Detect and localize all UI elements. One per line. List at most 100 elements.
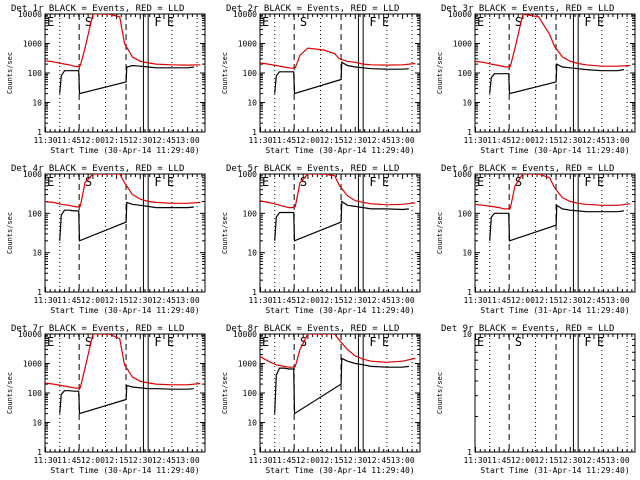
- series-line-events: [489, 63, 625, 95]
- x-tick-label: 11:30: [248, 296, 272, 305]
- x-tick-label: 12:45: [367, 136, 391, 145]
- phase-marker-label: S: [300, 15, 307, 29]
- y-axis-label: Counts/sec: [6, 372, 14, 414]
- y-tick-label: 10000: [233, 330, 257, 339]
- x-tick-label: 13:00: [391, 456, 415, 465]
- phase-marker-label: E: [382, 335, 389, 349]
- x-tick-label: 12:00: [296, 136, 320, 145]
- phase-marker-label: S: [515, 335, 522, 349]
- series-line-lld: [260, 174, 416, 209]
- x-tick-label: 11:45: [57, 456, 81, 465]
- phase-marker-label: E: [262, 175, 269, 189]
- x-tick-label: 12:00: [81, 456, 105, 465]
- x-tick-label: 13:00: [606, 456, 630, 465]
- x-tick-label: 12:00: [296, 456, 320, 465]
- y-axis-label: Counts/sec: [436, 212, 444, 254]
- x-tick-label: 11:30: [463, 456, 487, 465]
- y-tick-label: 10: [247, 249, 257, 258]
- series-line-lld: [475, 174, 631, 210]
- x-tick-label: 13:00: [176, 456, 200, 465]
- phase-marker-label: E: [477, 335, 484, 349]
- panel-title: Det 8r BLACK = Events, RED = LLD: [226, 324, 399, 334]
- panel-title: Det 7r BLACK = Events, RED = LLD: [11, 324, 184, 334]
- series-line-events: [274, 61, 409, 95]
- x-tick-label: 12:15: [535, 456, 559, 465]
- y-axis-label: Counts/sec: [221, 212, 229, 254]
- y-tick-label: 100: [28, 389, 43, 398]
- phase-marker-label: S: [515, 175, 522, 189]
- x-tick-label: 12:15: [105, 296, 129, 305]
- series-line-lld: [260, 47, 416, 69]
- x-tick-label: 12:00: [511, 456, 535, 465]
- y-tick-label: 10: [247, 419, 257, 428]
- x-tick-label: 11:30: [463, 136, 487, 145]
- y-tick-label: 10: [247, 99, 257, 108]
- x-tick-label: 12:00: [511, 136, 535, 145]
- panel-title: Det 6r BLACK = Events, RED = LLD: [441, 164, 614, 174]
- x-axis-label: Start Time (30-Apr-14 11:29:40): [50, 146, 199, 155]
- x-tick-label: 12:45: [152, 456, 176, 465]
- phase-marker-label: F: [584, 15, 591, 29]
- x-tick-label: 11:45: [272, 136, 296, 145]
- y-tick-label: 10000: [18, 330, 42, 339]
- y-axis-label: Counts/sec: [436, 372, 444, 414]
- phase-marker-label: E: [167, 15, 174, 29]
- x-tick-label: 12:30: [343, 296, 367, 305]
- y-tick-label: 1000: [453, 40, 472, 49]
- x-tick-label: 13:00: [606, 136, 630, 145]
- y-tick-label: 10: [462, 99, 472, 108]
- y-tick-label: 10000: [233, 10, 257, 19]
- x-tick-label: 12:30: [558, 456, 582, 465]
- y-tick-label: 1000: [453, 170, 472, 179]
- x-tick-label: 11:45: [487, 456, 511, 465]
- y-tick-label: 1: [252, 128, 257, 137]
- panel-title: Det 1r BLACK = Events, RED = LLD: [11, 4, 184, 14]
- phase-marker-label: E: [167, 335, 174, 349]
- phase-marker-label: S: [85, 335, 92, 349]
- x-tick-label: 12:15: [320, 296, 344, 305]
- y-tick-label: 10: [462, 249, 472, 258]
- phase-marker-label: F: [369, 175, 376, 189]
- y-tick-label: 10: [462, 330, 472, 339]
- series-line-lld: [260, 334, 416, 368]
- phase-marker-label: F: [154, 15, 161, 29]
- y-tick-label: 1000: [23, 360, 42, 369]
- y-tick-label: 100: [458, 69, 473, 78]
- y-tick-label: 10000: [18, 10, 42, 19]
- plot-frame: [474, 173, 636, 293]
- phase-marker-label: E: [47, 15, 54, 29]
- y-axis-label: Counts/sec: [221, 372, 229, 414]
- phase-marker-label: E: [382, 15, 389, 29]
- x-tick-label: 13:00: [391, 136, 415, 145]
- plot-frame: [259, 13, 421, 133]
- y-tick-label: 10: [32, 419, 42, 428]
- x-tick-label: 11:30: [33, 136, 57, 145]
- y-tick-label: 100: [28, 209, 43, 218]
- series-line-events: [59, 384, 194, 415]
- series-line-lld: [475, 14, 631, 68]
- x-axis-label: Start Time (31-Apr-14 11:29:40): [480, 306, 629, 315]
- y-tick-label: 1000: [238, 40, 257, 49]
- x-tick-label: 12:15: [105, 136, 129, 145]
- y-tick-label: 100: [458, 209, 473, 218]
- y-tick-label: 1: [252, 288, 257, 297]
- plot-frame: [474, 13, 636, 133]
- series-line-events: [489, 204, 624, 242]
- y-axis-label: Counts/sec: [221, 52, 229, 94]
- phase-marker-label: E: [262, 15, 269, 29]
- y-tick-label: 1: [252, 448, 257, 457]
- y-tick-label: 1: [37, 128, 42, 137]
- x-tick-label: 12:45: [367, 456, 391, 465]
- x-tick-label: 12:45: [582, 296, 606, 305]
- series-line-lld: [45, 334, 201, 389]
- plot-frame: [259, 333, 421, 453]
- y-tick-label: 1: [467, 448, 472, 457]
- y-tick-label: 1000: [238, 360, 257, 369]
- x-tick-label: 12:00: [511, 296, 535, 305]
- phase-marker-label: F: [154, 335, 161, 349]
